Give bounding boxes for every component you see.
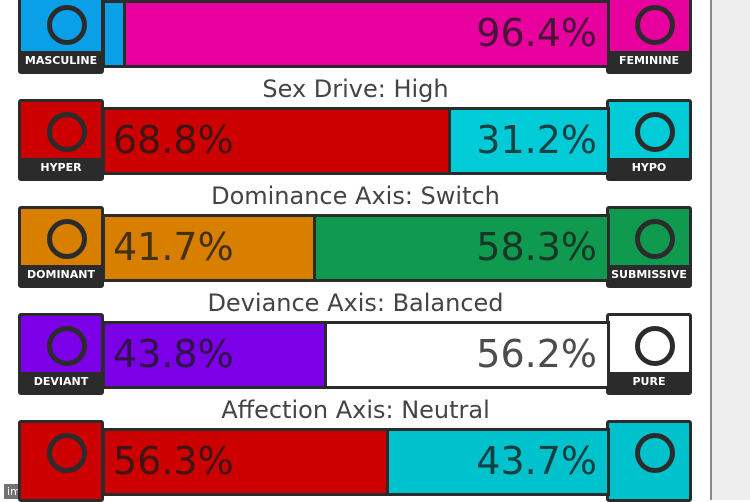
right-value-label: 58.3% [476, 225, 597, 269]
right-value-label: 43.7% [476, 439, 597, 483]
axis-title: Dominance Axis: Switch [211, 182, 500, 210]
icon-label: PURE [609, 372, 689, 392]
icon-glyph [635, 5, 675, 45]
icon-label: SUBMISSIVE [609, 265, 689, 285]
left-value-label: 41.7% [113, 225, 234, 269]
icon-label: HYPO [609, 158, 689, 178]
axis-bar: 41.7% 58.3% [102, 214, 610, 282]
left-icon: DOMINANT [18, 206, 104, 288]
icon-label: MASCULINE [21, 51, 101, 71]
right-value-label: 56.2% [476, 332, 597, 376]
right-icon: FEMININE [606, 0, 692, 74]
right-icon: SUBMISSIVE [606, 206, 692, 288]
axis-bar: 43.8% 56.2% [102, 321, 610, 389]
icon-glyph [635, 112, 675, 152]
icon-glyph [635, 433, 675, 473]
icon-glyph [47, 219, 87, 259]
left-segment: 41.7% [105, 217, 314, 279]
left-segment [105, 3, 123, 65]
left-icon [18, 420, 104, 502]
left-segment: 43.8% [105, 324, 324, 386]
right-segment: 43.7% [385, 431, 607, 493]
scroll-frame [710, 0, 750, 500]
icon-glyph [635, 219, 675, 259]
right-icon: PURE [606, 313, 692, 395]
left-value-label: 68.8% [113, 118, 234, 162]
left-icon: MASCULINE [18, 0, 104, 74]
right-segment: 31.2% [448, 110, 607, 172]
icon-label: DEVIANT [21, 372, 101, 392]
icon-glyph [47, 5, 87, 45]
axis-title: Affection Axis: Neutral [221, 396, 490, 424]
left-segment: 68.8% [105, 110, 449, 172]
axis-bar: 56.3% 43.7% [102, 428, 610, 496]
icon-glyph [47, 326, 87, 366]
left-value-label: 43.8% [113, 332, 234, 376]
icon-label: HYPER [21, 158, 101, 178]
icon-glyph [47, 433, 87, 473]
icon-glyph [47, 112, 87, 152]
axis-title: Deviance Axis: Balanced [207, 289, 504, 317]
left-icon: DEVIANT [18, 313, 104, 395]
icon-label: FEMININE [609, 51, 689, 71]
axis-bar: 96.4% [102, 0, 610, 68]
left-segment: 56.3% [105, 431, 386, 493]
right-icon: HYPO [606, 99, 692, 181]
right-segment: 96.4% [122, 3, 607, 65]
axis-bar: 68.8% 31.2% [102, 107, 610, 175]
right-value-label: 96.4% [476, 11, 597, 55]
left-icon: HYPER [18, 99, 104, 181]
left-value-label: 56.3% [113, 439, 234, 483]
right-icon [606, 420, 692, 502]
icon-glyph [635, 326, 675, 366]
right-segment: 58.3% [313, 217, 607, 279]
axis-title: Sex Drive: High [262, 75, 449, 103]
icon-label: DOMINANT [21, 265, 101, 285]
right-value-label: 31.2% [476, 118, 597, 162]
right-segment: 56.2% [323, 324, 607, 386]
